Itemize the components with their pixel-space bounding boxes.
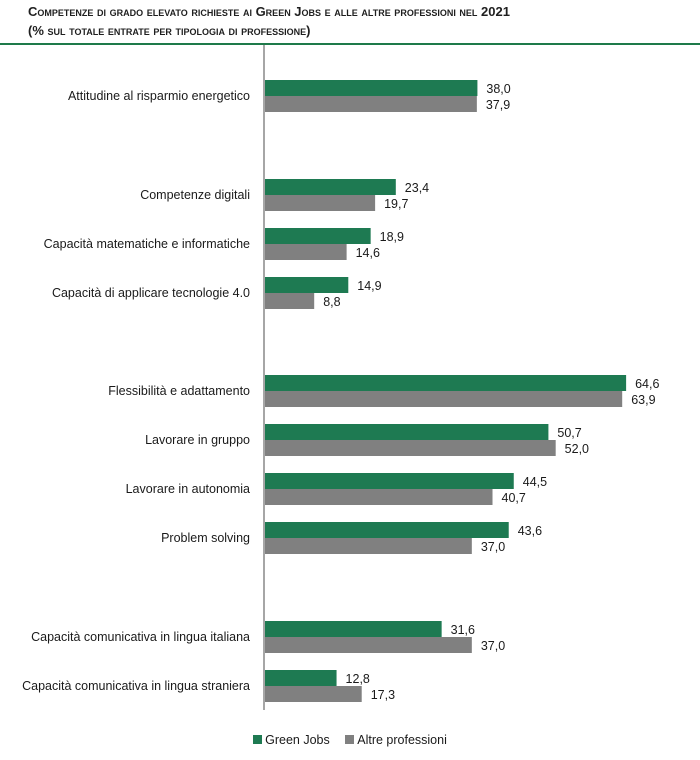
value-label-altre-professioni-problem-solving: 37,0 xyxy=(481,540,505,554)
value-label-green-jobs-lavorare-in-autonomia: 44,5 xyxy=(523,475,547,489)
value-label-altre-professioni-competenze-digitali: 19,7 xyxy=(384,197,408,211)
bar-altre-professioni-capacita-di-applicare-tecnologie-4-0 xyxy=(265,293,315,309)
value-label-green-jobs-capacita-comunicativa-in-lingua-straniera: 12,8 xyxy=(346,672,370,686)
value-label-altre-professioni-attitudine-al-risparmio-energetico: 37,9 xyxy=(486,98,510,112)
category-label-capacita-di-applicare-tecnologie-4-0: Capacità di applicare tecnologie 4.0 xyxy=(52,286,250,300)
bar-green-jobs-capacita-di-applicare-tecnologie-4-0 xyxy=(265,277,349,293)
bar-green-jobs-capacita-matematiche-e-informatiche xyxy=(265,228,371,244)
bar-green-jobs-lavorare-in-gruppo xyxy=(265,424,549,440)
value-label-green-jobs-capacita-matematiche-e-informatiche: 18,9 xyxy=(380,230,404,244)
bar-altre-professioni-competenze-digitali xyxy=(265,195,376,211)
value-label-green-jobs-competenze-digitali: 23,4 xyxy=(405,181,429,195)
legend-item-altre-professioni: Altre professioni xyxy=(345,733,447,747)
legend-swatch-green-jobs xyxy=(253,735,263,744)
category-label-capacita-comunicativa-in-lingua-straniera: Capacità comunicativa in lingua stranier… xyxy=(22,679,250,693)
title-rule xyxy=(0,43,700,45)
category-label-attitudine-al-risparmio-energetico: Attitudine al risparmio energetico xyxy=(68,89,250,103)
value-label-green-jobs-flessibilita-e-adattamento: 64,6 xyxy=(635,377,659,391)
value-label-altre-professioni-capacita-comunicativa-in-lingua-straniera: 17,3 xyxy=(371,688,395,702)
legend-swatch-altre-professioni xyxy=(345,735,355,744)
value-label-green-jobs-problem-solving: 43,6 xyxy=(518,524,542,538)
category-label-lavorare-in-gruppo: Lavorare in gruppo xyxy=(145,433,250,447)
legend: Green Jobs Altre professioni xyxy=(0,733,700,747)
bar-green-jobs-problem-solving xyxy=(265,522,509,538)
value-label-green-jobs-attitudine-al-risparmio-energetico: 38,0 xyxy=(486,82,510,96)
legend-label-altre-professioni: Altre professioni xyxy=(357,733,447,747)
chart-title: Competenze di grado elevato richieste ai… xyxy=(28,2,510,40)
bar-green-jobs-capacita-comunicativa-in-lingua-italiana xyxy=(265,621,442,637)
bar-green-jobs-attitudine-al-risparmio-energetico xyxy=(265,80,478,96)
chart-title-line-1: Competenze di grado elevato richieste ai… xyxy=(28,4,510,19)
category-label-problem-solving: Problem solving xyxy=(161,531,250,545)
value-label-altre-professioni-lavorare-in-gruppo: 52,0 xyxy=(565,442,589,456)
bar-green-jobs-capacita-comunicativa-in-lingua-straniera xyxy=(265,670,337,686)
category-label-capacita-matematiche-e-informatiche: Capacità matematiche e informatiche xyxy=(44,237,250,251)
bar-altre-professioni-lavorare-in-gruppo xyxy=(265,440,556,456)
bar-green-jobs-lavorare-in-autonomia xyxy=(265,473,514,489)
value-label-green-jobs-capacita-di-applicare-tecnologie-4-0: 14,9 xyxy=(357,279,381,293)
bar-altre-professioni-lavorare-in-autonomia xyxy=(265,489,493,505)
value-label-altre-professioni-capacita-di-applicare-tecnologie-4-0: 8,8 xyxy=(323,295,340,309)
legend-label-green-jobs: Green Jobs xyxy=(265,733,330,747)
value-label-green-jobs-lavorare-in-gruppo: 50,7 xyxy=(557,426,581,440)
bar-altre-professioni-attitudine-al-risparmio-energetico xyxy=(265,96,477,112)
value-label-altre-professioni-flessibilita-e-adattamento: 63,9 xyxy=(631,393,655,407)
bar-green-jobs-competenze-digitali xyxy=(265,179,396,195)
bar-altre-professioni-problem-solving xyxy=(265,538,472,554)
category-label-lavorare-in-autonomia: Lavorare in autonomia xyxy=(126,482,250,496)
legend-item-green-jobs: Green Jobs xyxy=(253,733,330,747)
category-label-capacita-comunicativa-in-lingua-italiana: Capacità comunicativa in lingua italiana xyxy=(31,630,250,644)
category-label-flessibilita-e-adattamento: Flessibilità e adattamento xyxy=(108,384,250,398)
category-label-competenze-digitali: Competenze digitali xyxy=(140,188,250,202)
value-label-altre-professioni-capacita-comunicativa-in-lingua-italiana: 37,0 xyxy=(481,639,505,653)
bar-altre-professioni-capacita-comunicativa-in-lingua-straniera xyxy=(265,686,362,702)
bar-green-jobs-flessibilita-e-adattamento xyxy=(265,375,627,391)
bar-altre-professioni-capacita-comunicativa-in-lingua-italiana xyxy=(265,637,472,653)
value-label-altre-professioni-capacita-matematiche-e-informatiche: 14,6 xyxy=(356,246,380,260)
value-label-green-jobs-capacita-comunicativa-in-lingua-italiana: 31,6 xyxy=(451,623,475,637)
value-label-altre-professioni-lavorare-in-autonomia: 40,7 xyxy=(502,491,526,505)
bar-altre-professioni-flessibilita-e-adattamento xyxy=(265,391,623,407)
bar-altre-professioni-capacita-matematiche-e-informatiche xyxy=(265,244,347,260)
chart-title-line-2: (% sul totale entrate per tipologia di p… xyxy=(28,23,311,38)
